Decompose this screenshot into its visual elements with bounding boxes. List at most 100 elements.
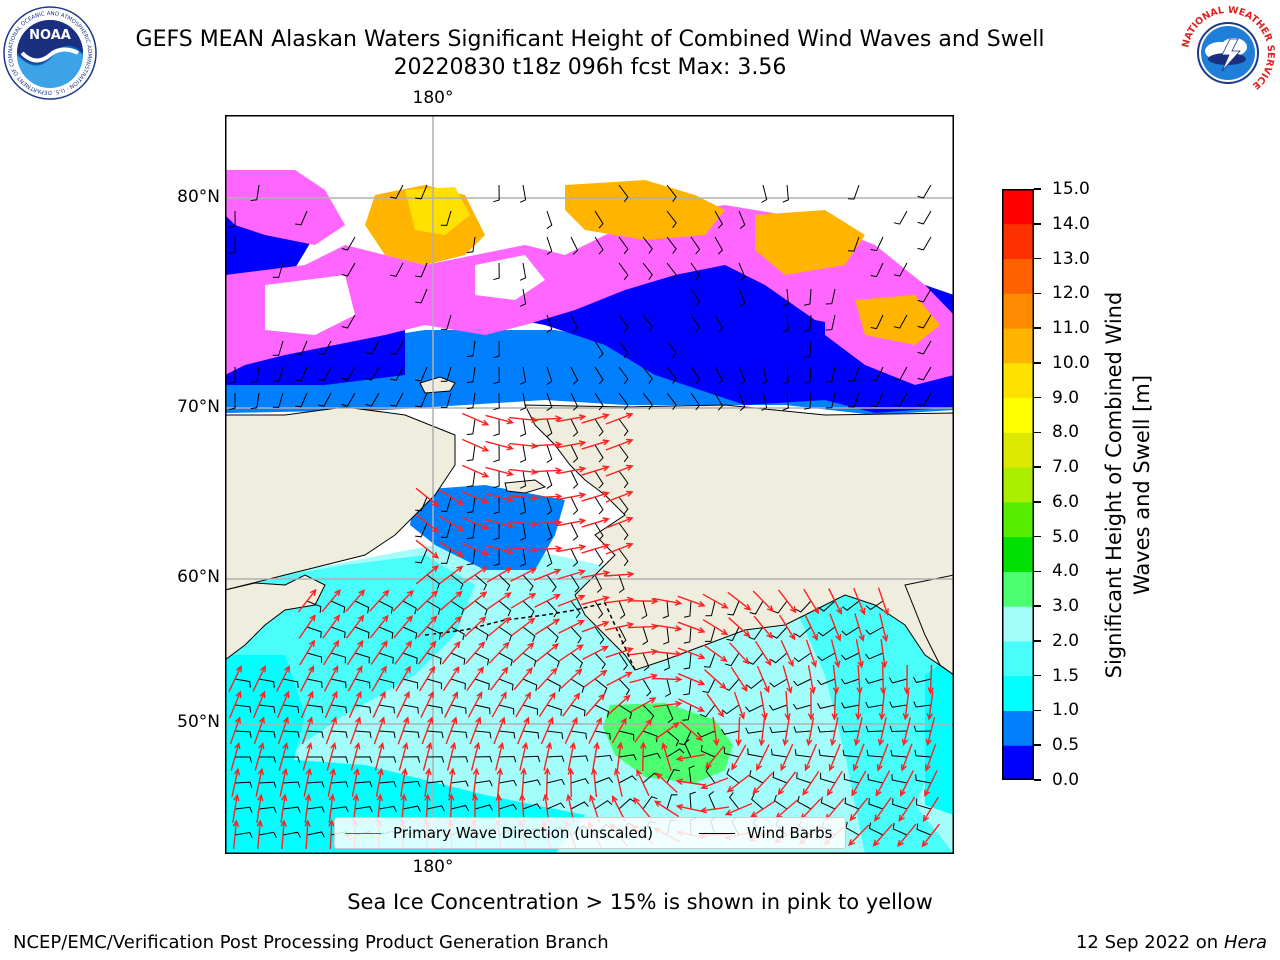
wave-direction-arrow: [327, 767, 336, 797]
wind-barb: [282, 806, 301, 813]
wind-barb: [738, 366, 746, 385]
wind-barb: [618, 775, 637, 784]
wave-direction-arrow: [461, 490, 490, 504]
wave-direction-arrow: [899, 770, 914, 797]
wave-direction-arrow: [298, 614, 316, 639]
wave-direction-arrow: [780, 743, 794, 772]
wind-barb: [415, 288, 428, 304]
wind-barb: [594, 754, 613, 762]
colorbar-segment: [1002, 467, 1034, 503]
wave-direction-arrow: [924, 770, 938, 798]
wind-barb: [725, 652, 740, 667]
wind-barb: [594, 496, 604, 515]
wind-barb: [795, 600, 812, 613]
legend-item-wind-barbs: Wind Barbs: [699, 824, 832, 842]
wave-direction-arrow: [605, 438, 634, 451]
wind-barb: [498, 574, 511, 591]
wind-barb: [705, 765, 716, 784]
wind-barb: [546, 755, 565, 762]
wave-direction-arrow: [445, 716, 458, 745]
wind-barb: [390, 184, 404, 199]
wave-direction-arrow: [585, 693, 606, 716]
wind-barb: [618, 366, 629, 385]
wind-barb: [721, 728, 740, 735]
wind-barb: [570, 418, 579, 437]
wave-direction-arrow: [535, 643, 560, 663]
wind-barb: [341, 366, 356, 381]
wind-barb: [258, 781, 277, 788]
wind-barb: [870, 392, 884, 408]
wind-barb: [546, 704, 562, 716]
wind-barb: [642, 314, 653, 332]
wind-barb: [450, 780, 469, 787]
wave-direction-arrow: [829, 613, 842, 642]
wind-barb: [250, 392, 260, 410]
map-frame: [225, 115, 954, 854]
wind-barb: [426, 704, 443, 714]
wind-barb: [229, 236, 236, 255]
colorbar-tick-mark: [1034, 640, 1041, 642]
wind-barb: [415, 184, 428, 200]
wave-direction-arrow: [398, 741, 409, 771]
wave-direction-arrow: [724, 802, 753, 816]
colorbar-tick-mark: [1034, 709, 1041, 712]
wave-direction-arrow: [605, 542, 634, 555]
wave-direction-arrow: [280, 819, 287, 850]
colorbar-tick-label: 2.0: [1052, 630, 1080, 651]
wind-barb: [402, 704, 419, 714]
wave-direction-arrow: [853, 587, 866, 616]
wind-barb: [341, 236, 356, 251]
wave-direction-arrow: [374, 741, 385, 771]
wind-barb: [390, 392, 404, 407]
wave-direction-arrow: [581, 543, 610, 554]
wave-direction-arrow: [348, 690, 362, 719]
wave-direction-arrow: [634, 718, 653, 743]
wave-direction-arrow: [299, 639, 316, 666]
wind-barb: [402, 730, 420, 739]
wave-direction-arrow: [806, 717, 815, 747]
lat-label-60: 60°N: [177, 567, 220, 587]
wave-direction-arrow: [592, 741, 600, 771]
wave-direction-arrow: [677, 621, 706, 634]
wind-barb: [282, 730, 300, 738]
wave-direction-arrow: [727, 591, 752, 611]
wave-direction-arrow: [369, 614, 389, 639]
wave-direction-arrow: [678, 698, 706, 712]
colorbar-segment: [1002, 571, 1034, 607]
wave-direction-arrow: [420, 690, 434, 718]
wind-barb: [493, 496, 500, 515]
lat-label-70: 70°N: [177, 397, 220, 417]
wave-direction-arrow: [463, 591, 488, 611]
wind-barb: [522, 803, 542, 810]
wave-direction-arrow: [469, 716, 482, 745]
wind-barb: [330, 600, 346, 614]
wind-barb: [663, 626, 670, 645]
wave-direction-arrow: [557, 569, 586, 580]
wind-barb: [847, 392, 860, 408]
wave-direction-arrow: [417, 615, 438, 638]
wave-direction-arrow: [461, 464, 490, 478]
wind-barb: [678, 730, 692, 746]
wind-barb: [738, 262, 746, 281]
wave-direction-arrow: [616, 741, 624, 771]
wind-barb: [666, 704, 674, 723]
colorbar-tick-mark: [1034, 744, 1041, 746]
wind-barb: [700, 745, 716, 758]
wind-barb: [817, 678, 836, 686]
wind-barb: [570, 778, 590, 784]
wind-barb: [330, 678, 347, 689]
wind-barb: [738, 392, 746, 411]
wind-barb: [450, 574, 464, 590]
wind-barb: [234, 730, 252, 738]
wind-barb: [618, 184, 629, 203]
wind-barb: [704, 626, 716, 642]
colorbar-tick-mark: [1034, 674, 1041, 677]
wind-barb: [913, 701, 932, 708]
wind-barb: [426, 780, 445, 787]
colorbar-tick-label: 14.0: [1052, 213, 1090, 234]
wind-barb: [870, 366, 884, 382]
wave-direction-arrow: [304, 793, 312, 823]
wind-barb: [354, 806, 373, 813]
legend-label-wind-barbs: Wind Barbs: [747, 824, 833, 842]
wave-direction-arrow: [544, 767, 551, 798]
